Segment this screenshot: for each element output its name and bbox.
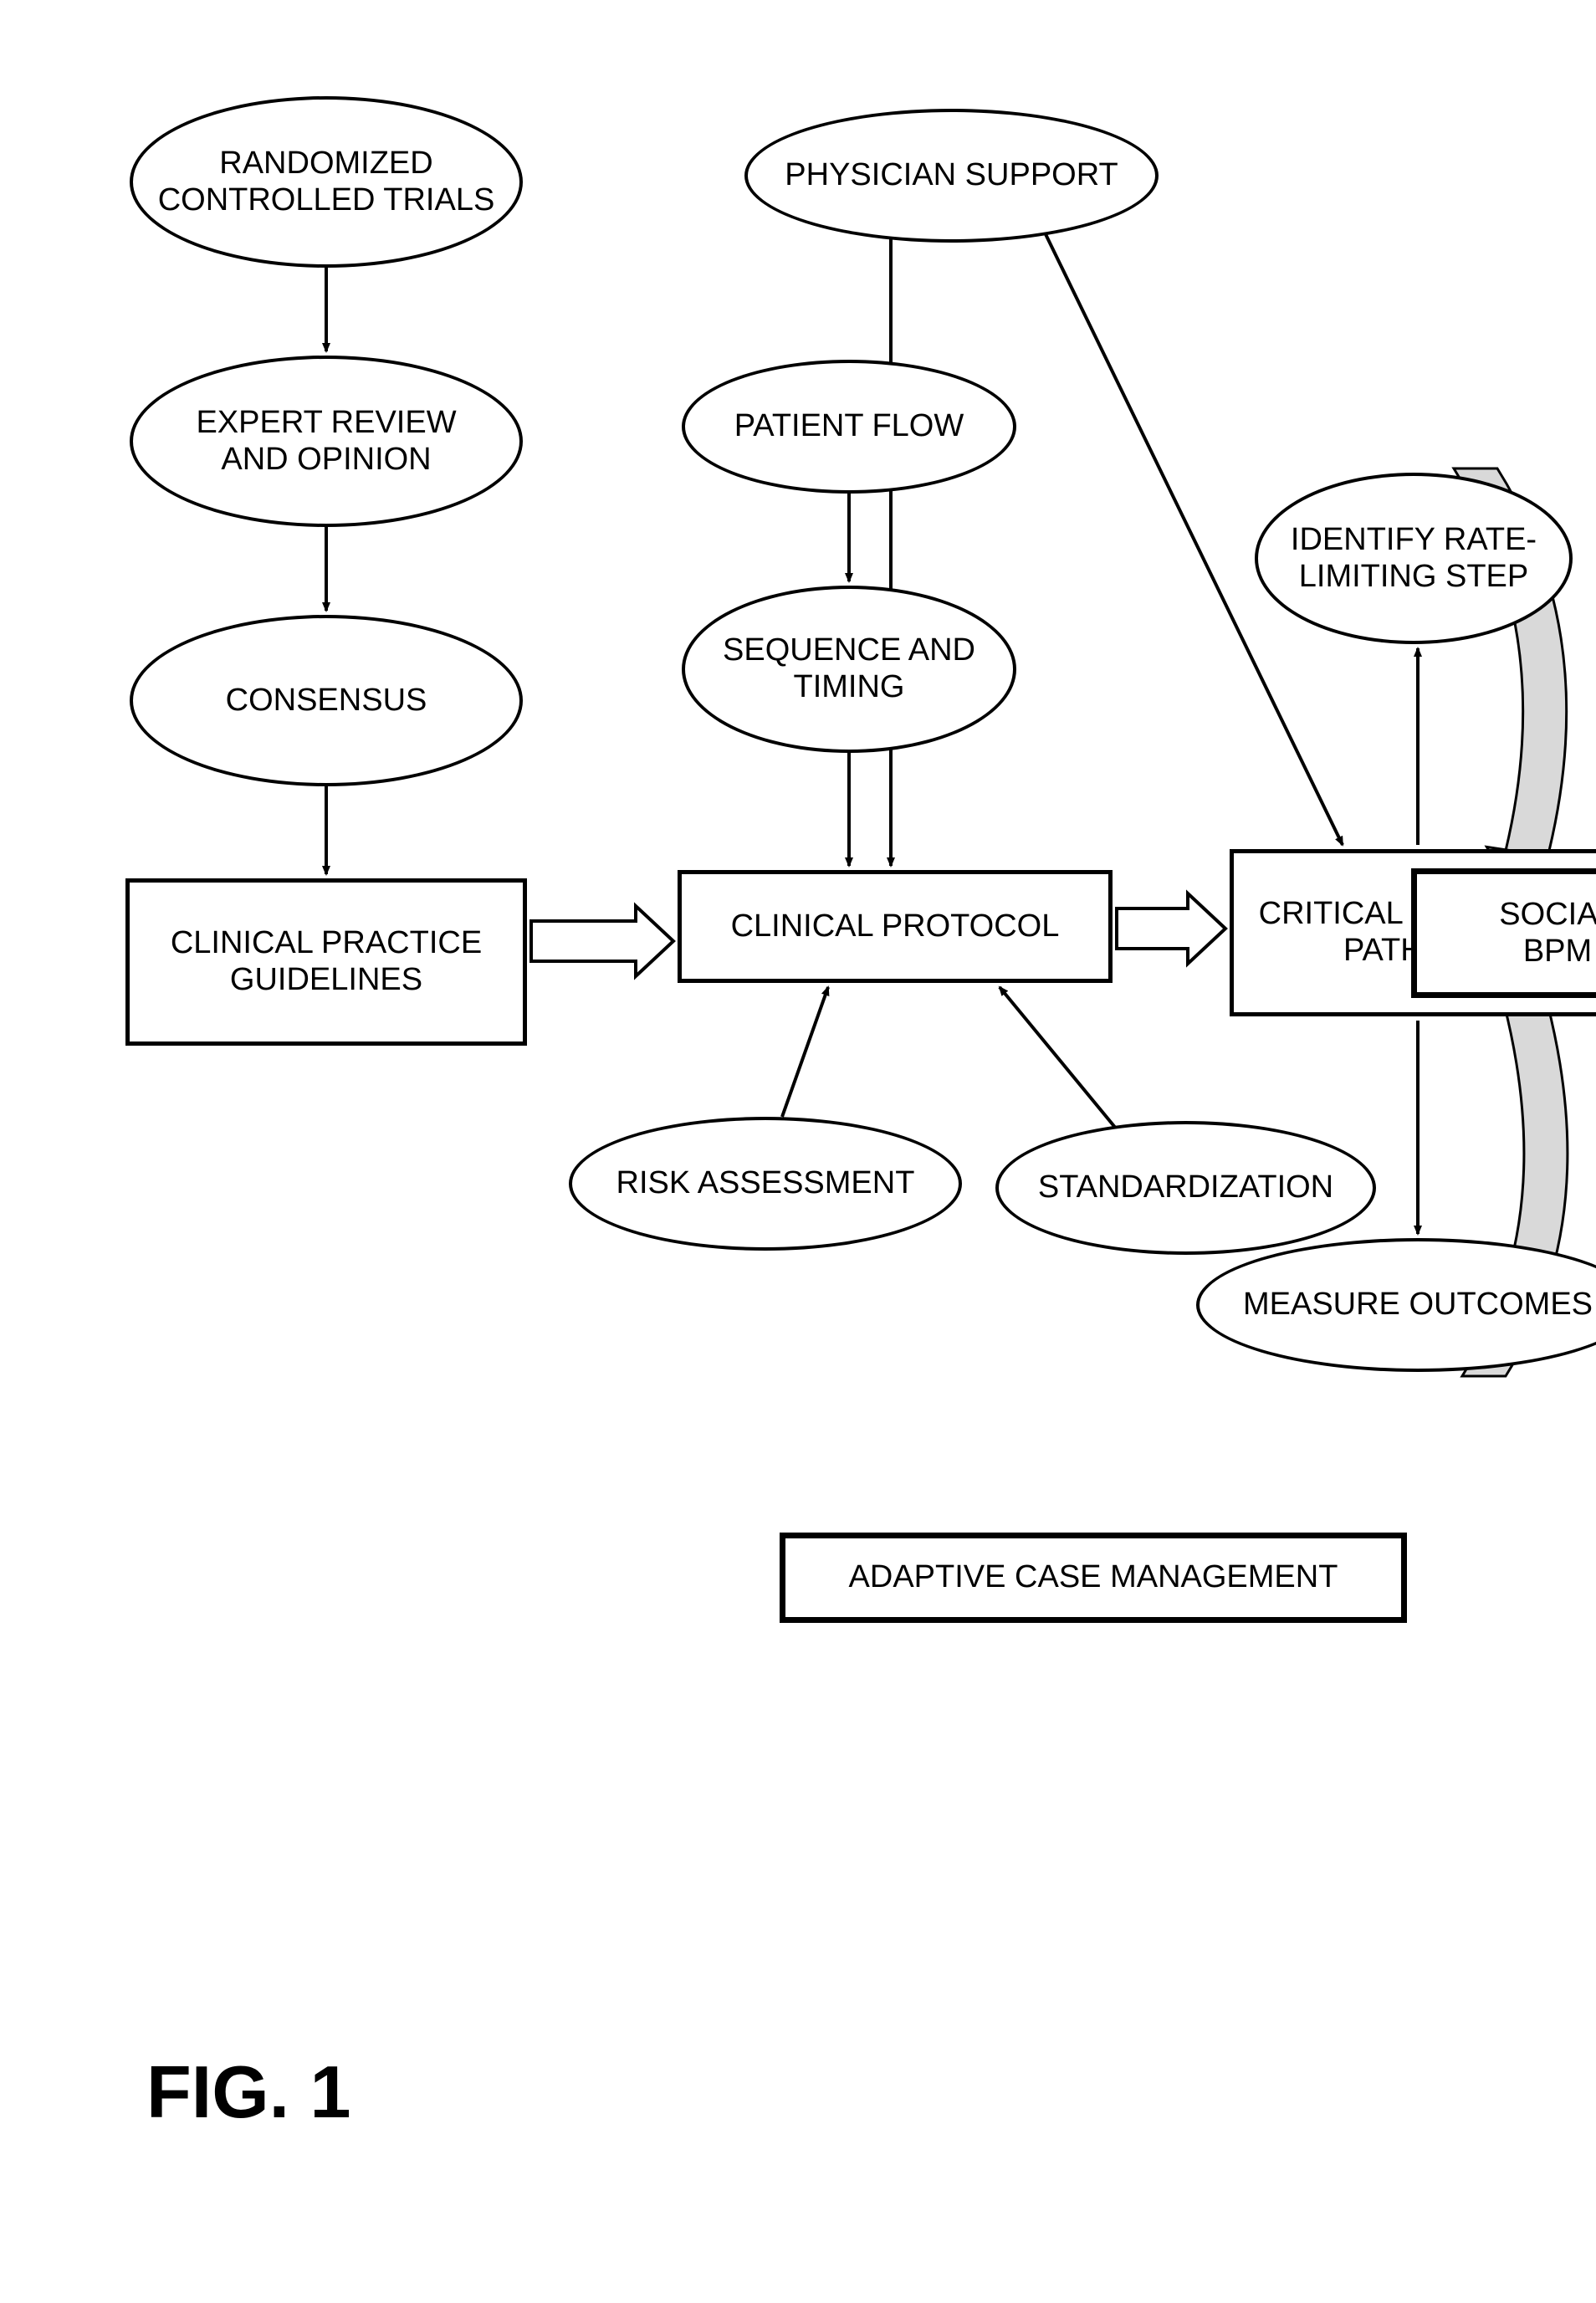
node-patient-flow: PATIENT FLOW	[682, 360, 1016, 494]
node-consensus: CONSENSUS	[130, 615, 523, 786]
label: CLINICAL PRACTICEGUIDELINES	[171, 925, 482, 998]
node-clinical-practice-guidelines: CLINICAL PRACTICEGUIDELINES	[125, 878, 527, 1046]
label: MEASURE OUTCOMES	[1243, 1287, 1593, 1323]
node-randomized-controlled-trials: RANDOMIZEDCONTROLLED TRIALS	[130, 96, 523, 268]
node-sequence-and-timing: SEQUENCE ANDTIMING	[682, 586, 1016, 753]
node-social-bpm: SOCIALBPM	[1411, 868, 1596, 998]
edge-standard-to-clinprot	[1000, 987, 1117, 1129]
block-arrow-clinprot-to-critical	[1117, 893, 1225, 964]
node-risk-assessment: RISK ASSESSMENT	[569, 1117, 962, 1251]
edge-risk-to-clinprot	[782, 987, 828, 1117]
node-identify-rate-limiting-step: IDENTIFY RATE-LIMITING STEP	[1255, 473, 1573, 644]
label: CLINICAL PROTOCOL	[731, 908, 1060, 945]
figure-label: FIG. 1	[146, 2050, 351, 2135]
label: FIG. 1	[146, 2050, 351, 2133]
label: EXPERT REVIEWAND OPINION	[196, 405, 456, 478]
label: IDENTIFY RATE-LIMITING STEP	[1291, 522, 1537, 595]
node-expert-review: EXPERT REVIEWAND OPINION	[130, 356, 523, 527]
label: RANDOMIZEDCONTROLLED TRIALS	[158, 146, 495, 218]
label: RISK ASSESSMENT	[616, 1165, 915, 1202]
node-physician-support: PHYSICIAN SUPPORT	[744, 109, 1159, 243]
label: ADAPTIVE CASE MANAGEMENT	[849, 1559, 1338, 1596]
label: SOCIALBPM	[1499, 897, 1596, 970]
label: CONSENSUS	[226, 683, 427, 719]
node-clinical-protocol: CLINICAL PROTOCOL	[678, 870, 1113, 983]
block-arrow-cpg-to-clinprot	[531, 906, 673, 976]
node-standardization: STANDARDIZATION	[995, 1121, 1376, 1255]
label: SEQUENCE ANDTIMING	[723, 632, 975, 705]
node-adaptive-case-management: ADAPTIVE CASE MANAGEMENT	[780, 1533, 1407, 1623]
label: STANDARDIZATION	[1038, 1169, 1333, 1206]
label: PHYSICIAN SUPPORT	[785, 157, 1118, 194]
label: PATIENT FLOW	[734, 408, 964, 445]
